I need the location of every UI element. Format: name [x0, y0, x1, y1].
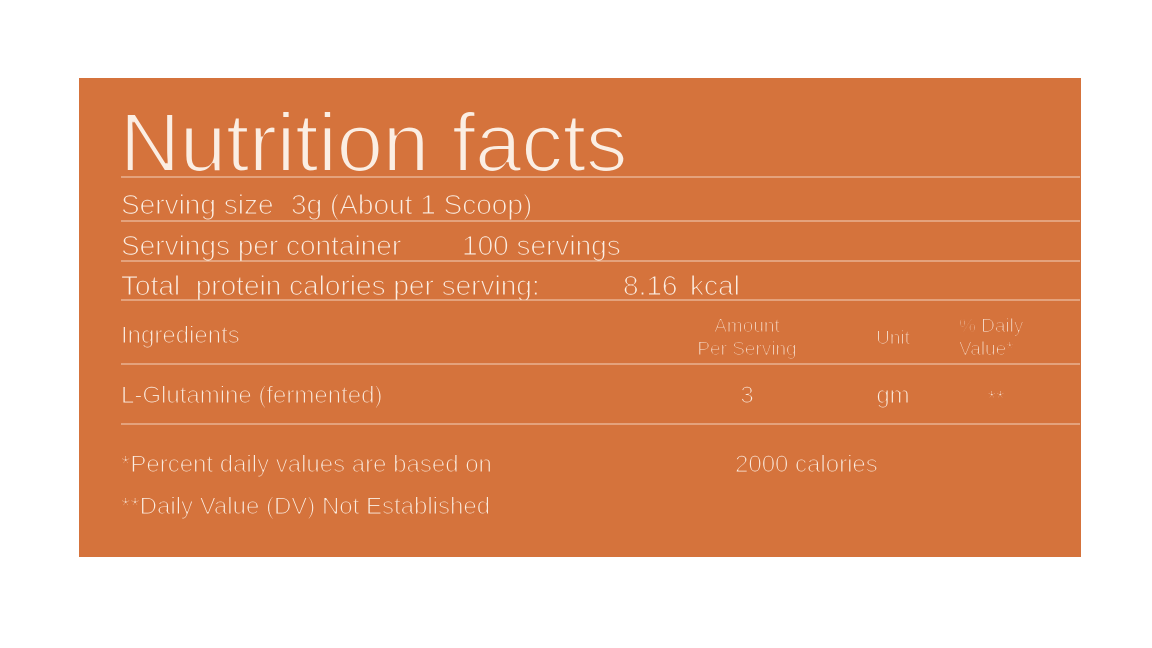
svg-text:Value*: Value*: [959, 339, 1014, 360]
svg-text:Total protein calories per se: Total protein calories per serving:: [121, 270, 540, 301]
svg-text:Amount: Amount: [714, 316, 780, 337]
svg-text:kcal: kcal: [690, 270, 740, 301]
svg-text:Unit: Unit: [876, 328, 911, 349]
svg-text:L-Glutamine (fermented): L-Glutamine (fermented): [121, 382, 382, 409]
svg-text:100 servings: 100 servings: [462, 230, 621, 261]
svg-text:8.16: 8.16: [623, 270, 678, 301]
svg-text:Ingredients: Ingredients: [121, 322, 240, 349]
svg-text:Servings per container: Servings per container: [121, 230, 401, 261]
svg-text:Nutrition facts: Nutrition facts: [120, 96, 627, 189]
svg-text:Serving size: Serving size: [121, 189, 274, 220]
svg-text:2000 calories: 2000 calories: [735, 451, 878, 478]
svg-text:*Percent daily values are base: *Percent daily values are based on: [121, 451, 492, 478]
svg-text:Per Serving: Per Serving: [697, 339, 796, 360]
svg-text:gm: gm: [876, 382, 909, 409]
svg-text:**Daily Value (DV) Not Establi: **Daily Value (DV) Not Established: [121, 493, 490, 520]
svg-text:3: 3: [740, 382, 753, 409]
svg-text:% Daily: % Daily: [959, 316, 1024, 337]
svg-text:**: **: [987, 386, 1005, 411]
svg-text:3g (About 1 Scoop): 3g (About 1 Scoop): [291, 189, 532, 220]
